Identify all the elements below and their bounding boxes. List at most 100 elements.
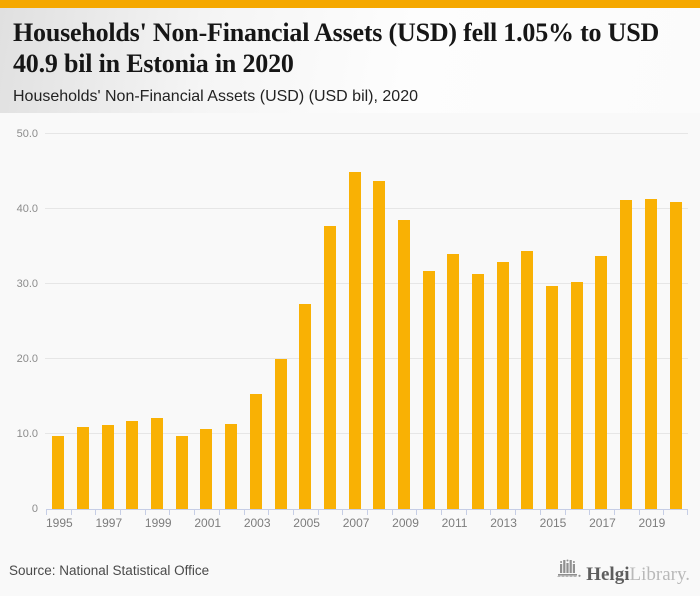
x-axis-label: 2001 [194,516,222,530]
bar-2017 [595,256,608,509]
x-axis-label [221,516,244,530]
chart-subtitle: Households' Non-Financial Assets (USD) (… [13,88,418,106]
bar-cell [95,134,120,509]
gridlines [45,133,688,509]
bar-1999 [151,417,164,509]
bar-cell [342,134,367,509]
bar-cell [71,134,96,509]
bar-2008 [373,180,386,509]
bar-cell [515,134,540,509]
x-axis-label [665,516,688,530]
bar-cell [466,134,491,509]
x-axis-label [271,516,294,530]
bar-2020 [669,202,682,509]
bar-1997 [101,425,114,509]
helgi-library-logo[interactable]: HelgiLibrary. [557,557,690,584]
bar-1995 [52,435,65,509]
bars-group [46,134,688,509]
x-axis-labels: 1995 1997 1999 2001 2003 2005 2007 2009 2011 2013… [46,516,688,530]
gridline [45,433,688,434]
bar-cell [441,134,466,509]
axis-tick [169,509,171,515]
x-axis-label: 1995 [46,516,73,530]
bar-cell [490,134,515,509]
x-axis-label: 2007 [342,516,370,530]
bar-2001 [200,428,213,509]
axis-tick [46,509,47,515]
bar-cell [564,134,589,509]
gridline [45,358,688,359]
source-text: Source: National Statistical Office [9,563,210,578]
axis-tick [70,509,72,515]
axis-tick [218,509,220,515]
top-accent-stripe [0,0,700,8]
bar-cell [120,134,145,509]
bar-cell [367,134,392,509]
bar-cell [194,134,219,509]
axis-tick [120,509,122,515]
axis-tick [613,509,615,515]
axis-tick [589,509,591,515]
gridline [45,133,688,134]
x-axis-label [419,516,442,530]
axis-tick [317,509,319,515]
bar-2000 [175,435,188,509]
gridline [45,283,688,284]
axis-tick [465,509,467,515]
x-axis-label: 1997 [95,516,123,530]
bar-2011 [447,254,460,509]
bar-2010 [422,270,435,509]
bar-cell [145,134,170,509]
gridline [45,208,688,209]
logo-brand-bold: Helgi [586,564,630,585]
x-axis-label: 2009 [392,516,419,530]
header: Households' Non-Financial Assets (USD) f… [0,8,700,113]
bar-2015 [546,286,559,509]
axis-tick [342,509,344,515]
axis-tick [268,509,270,515]
x-axis-label: 2005 [293,516,320,530]
y-axis-label: 50.0 [16,128,38,140]
bar-cell [169,134,194,509]
y-axis-label: 10.0 [16,428,38,440]
bar-2014 [521,251,534,509]
footer: Source: National Statistical Office Helg… [0,545,700,596]
x-axis-label [73,516,96,530]
axis-tick [391,509,393,515]
bar-2005 [299,304,312,509]
bar-2006 [323,225,336,509]
axis-tick [144,509,146,515]
x-axis-label: 2013 [490,516,517,530]
x-axis-label [616,516,639,530]
x-axis-label: 1999 [144,516,172,530]
plot-area: 1995 1997 1999 2001 2003 2005 2007 2009 2011 2013… [45,133,688,530]
bar-cell [244,134,269,509]
bar-cell [540,134,565,509]
y-axis-label: 20.0 [16,353,38,365]
bar-2016 [570,281,583,509]
bar-2003 [249,393,262,509]
bar-2019 [644,199,657,509]
x-axis-label: 2019 [638,516,666,530]
axis-tick [490,509,492,515]
x-axis-label [566,516,589,530]
bar-1998 [126,421,139,509]
axis-tick [663,509,665,515]
bar-cell [614,134,639,509]
page-title: Households' Non-Financial Assets (USD) f… [13,18,660,79]
bar-cell [268,134,293,509]
x-axis-ticks [46,509,688,515]
x-axis-label [467,516,490,530]
logo-text: HelgiLibrary. [586,565,690,584]
logo-brand-light: Library. [629,564,691,585]
axis-tick [564,509,566,515]
bar-cell [589,134,614,509]
bar-2007 [348,172,361,509]
axis-tick [515,509,517,515]
axis-tick [243,509,245,515]
axis-tick [95,509,97,515]
bar-2018 [620,200,633,509]
helgi-bars-logo-icon [557,557,581,583]
axis-tick [416,509,418,515]
bar-2002 [225,423,238,509]
